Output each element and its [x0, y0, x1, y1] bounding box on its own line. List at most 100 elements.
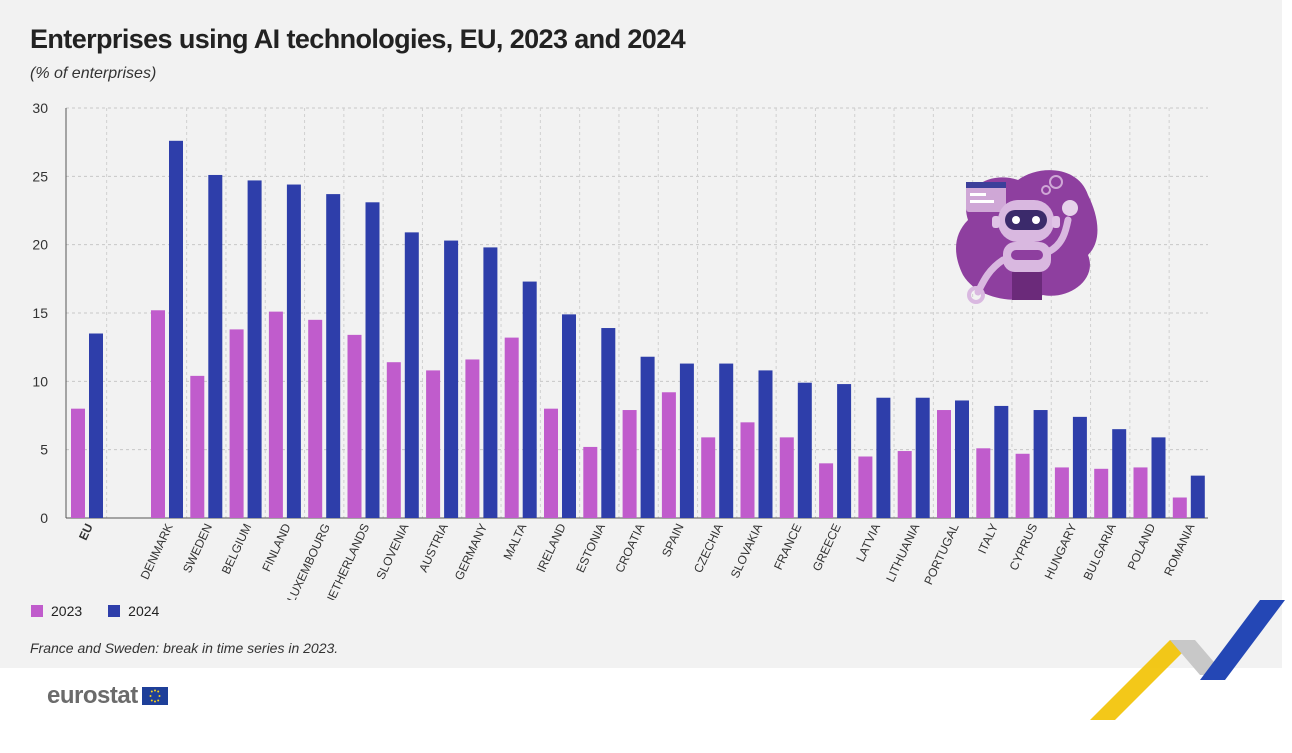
eurostat-logo: eurostat: [47, 682, 168, 710]
robot-illustration-icon: [956, 170, 1098, 304]
bar-2024-slovenia: [404, 232, 419, 518]
x-tick-label: GREECE: [810, 521, 844, 573]
legend-item-2023: 2023: [31, 603, 82, 619]
bar-2023-czechia: [701, 437, 716, 518]
bar-2023-netherlands: [347, 334, 362, 518]
legend-swatch-2024: [108, 605, 121, 617]
bar-2023-finland: [268, 311, 283, 518]
y-tick-label: 10: [32, 373, 48, 389]
legend: 2023 2024: [31, 603, 159, 619]
x-tick-label: SLOVAKIA: [728, 521, 765, 580]
bar-2023-luxembourg: [308, 319, 323, 518]
chart-title: Enterprises using AI technologies, EU, 2…: [30, 24, 686, 54]
bar-2023-austria: [426, 370, 441, 518]
x-tick-label: PORTUGAL: [921, 521, 962, 587]
bar-2023-eu: [71, 408, 85, 518]
bar-2024-spain: [679, 363, 694, 518]
y-tick-label: 15: [32, 305, 48, 321]
bar-2024-hungary: [1072, 416, 1087, 518]
x-tick-label: ITALY: [975, 521, 1001, 556]
x-tick-label: LITHUANIA: [883, 521, 922, 584]
x-tick-label: LATVIA: [853, 521, 883, 564]
y-tick-label: 0: [40, 510, 48, 526]
bar-2024-belgium: [247, 180, 262, 518]
x-tick-label: AUSTRIA: [416, 521, 451, 574]
x-tick-label: ESTONIA: [573, 521, 608, 574]
x-tick-label: IRELAND: [534, 521, 569, 574]
bar-2023-spain: [661, 392, 676, 518]
x-tick-label: FRANCE: [771, 521, 805, 572]
bar-2023-denmark: [151, 310, 165, 518]
logo-text: eurostat: [47, 682, 138, 709]
bar-2023-ireland: [544, 408, 558, 518]
x-tick-label: CZECHIA: [691, 521, 726, 575]
legend-label-2023: 2023: [51, 603, 83, 619]
chart-subtitle: (% of enterprises): [30, 65, 157, 82]
bar-2023-sweden: [190, 375, 205, 518]
bar-2024-luxembourg: [326, 194, 341, 518]
bar-2024-poland: [1151, 437, 1166, 518]
bar-2023-slovakia: [740, 422, 755, 518]
x-tick-label: GERMANY: [452, 521, 490, 582]
bar-2024-italy: [994, 405, 1009, 518]
x-tick-label: CYPRUS: [1006, 521, 1040, 572]
bar-2023-cyprus: [1015, 453, 1030, 518]
x-tick-label: BELGIUM: [219, 521, 255, 576]
bar-2024-croatia: [640, 356, 655, 518]
bar-2023-germany: [465, 359, 480, 518]
eu-flag-icon: [141, 687, 168, 705]
x-tick-label: CROATIA: [612, 521, 647, 574]
x-tick-label: MALTA: [501, 521, 530, 562]
legend-swatch-2023: [31, 605, 43, 617]
bar-2023-poland: [1133, 467, 1148, 518]
x-tick-label: DENMARK: [138, 521, 176, 581]
bar-2023-hungary: [1054, 467, 1069, 518]
bar-2023-lithuania: [897, 451, 912, 518]
x-tick-label: SLOVENIA: [373, 521, 411, 581]
bar-2024-sweden: [208, 174, 223, 518]
bar-2023-latvia: [858, 456, 873, 518]
x-tick-label: HUNGARY: [1042, 521, 1080, 581]
x-tick-label: LUXEMBOURG: [284, 521, 333, 600]
bar-chart: 0 5 10 15 20 25 30 EU DENMARK SWEDEN BELGIUM FINLAN…: [32, 100, 1208, 600]
bar-2023-romania: [1172, 497, 1187, 518]
bar-2023-belgium: [229, 329, 244, 518]
bar-2024-cyprus: [1033, 410, 1048, 518]
bar-2023-france: [779, 437, 794, 518]
bar-2024-ireland: [562, 314, 576, 518]
bar-2024-germany: [483, 247, 498, 518]
x-tick-label: SPAIN: [659, 521, 687, 559]
corner-decoration-icon: [1090, 600, 1285, 720]
x-tick-label: POLAND: [1125, 521, 1159, 572]
bar-2024-slovakia: [758, 370, 773, 518]
bar-2024-estonia: [601, 328, 616, 518]
bar-2023-bulgaria: [1094, 468, 1109, 518]
x-tick-label: SWEDEN: [180, 521, 215, 575]
x-tick-label: FINLAND: [259, 521, 294, 574]
y-tick-label: 20: [32, 237, 48, 253]
bar-2023-italy: [976, 448, 991, 518]
bar-2024-romania: [1190, 475, 1205, 518]
bar-2024-austria: [444, 240, 459, 519]
x-tick-label: EU: [76, 521, 96, 542]
bar-2023-portugal: [937, 410, 951, 518]
bar-2024-finland: [286, 184, 301, 519]
bar-2024-malta: [522, 281, 537, 518]
bar-2024-lithuania: [915, 397, 930, 518]
bar-2023-slovenia: [386, 362, 401, 518]
bar-2024-eu: [89, 333, 103, 518]
bar-2024-greece: [837, 384, 852, 518]
bar-2024-latvia: [876, 397, 891, 518]
bar-2023-croatia: [622, 410, 637, 518]
y-tick-label: 5: [40, 442, 48, 458]
footnote: France and Sweden: break in time series …: [30, 640, 339, 656]
bar-2023-malta: [504, 337, 519, 518]
y-tick-label: 25: [32, 168, 48, 184]
legend-label-2024: 2024: [128, 603, 160, 619]
bar-2024-denmark: [169, 140, 183, 519]
x-tick-label: BULGARIA: [1081, 521, 1119, 582]
bar-2024-czechia: [719, 363, 734, 518]
bar-2023-estonia: [583, 446, 598, 518]
bar-2024-netherlands: [365, 202, 380, 519]
x-tick-label: ROMANIA: [1161, 521, 1197, 578]
